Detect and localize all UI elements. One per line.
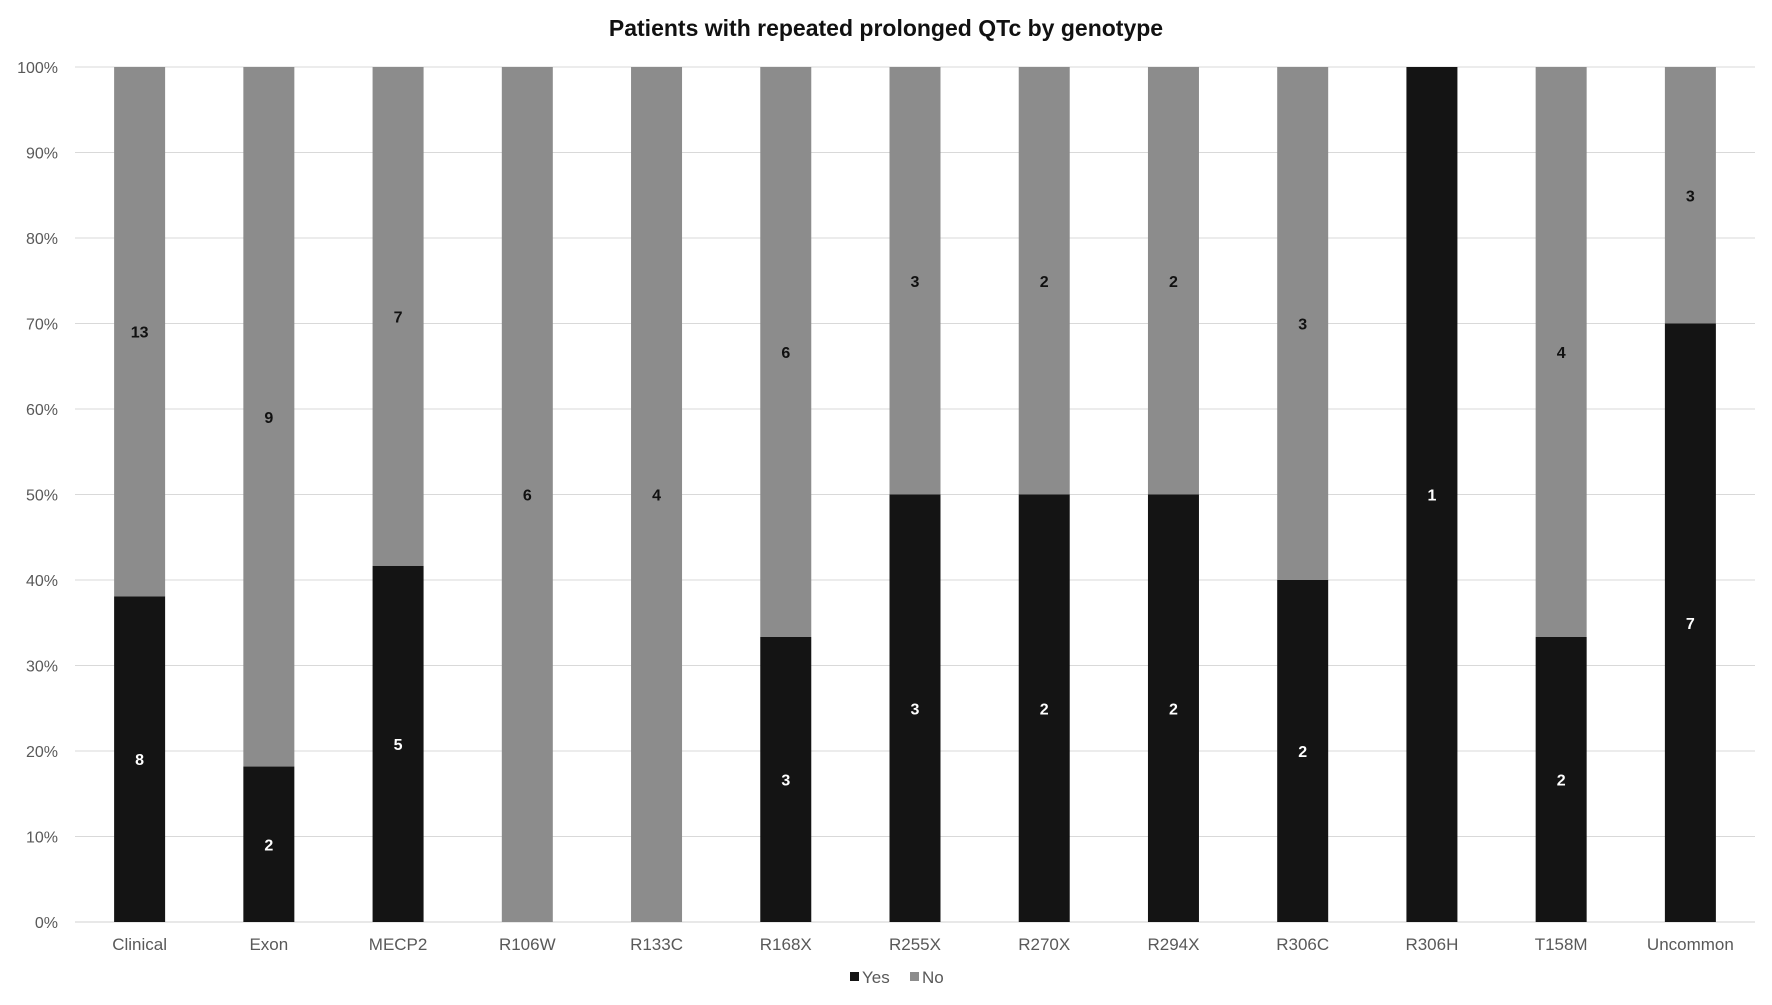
x-tick-label: R270X [1018, 935, 1070, 954]
bar-no [372, 67, 424, 566]
bar-yes [1535, 637, 1587, 922]
data-label: 5 [394, 737, 403, 754]
y-tick-label: 80% [26, 231, 58, 248]
bar-yes [1664, 323, 1716, 922]
legend-label: No [922, 968, 944, 987]
legend-swatch [850, 972, 859, 981]
bar-no [631, 67, 683, 922]
x-tick-label: R255X [889, 935, 941, 954]
x-tick-label: R133C [630, 935, 683, 954]
bar-no [760, 67, 812, 637]
bar-yes [1147, 494, 1199, 922]
y-tick-label: 60% [26, 402, 58, 419]
data-label: 2 [1040, 274, 1049, 291]
y-tick-label: 50% [26, 488, 58, 505]
data-label: 13 [131, 325, 149, 342]
data-label: 6 [523, 488, 532, 505]
bar-no [1018, 67, 1070, 495]
data-label: 3 [911, 701, 920, 718]
x-tick-label: T158M [1535, 935, 1588, 954]
data-label: 1 [1427, 488, 1436, 505]
data-label: 8 [135, 752, 144, 769]
x-tick-label: R306C [1276, 935, 1329, 954]
data-label: 2 [1298, 744, 1307, 761]
bar-no [889, 67, 941, 495]
data-label: 2 [1169, 701, 1178, 718]
data-label: 2 [264, 837, 273, 854]
bar-no [1535, 67, 1587, 637]
bar-no [1277, 67, 1329, 580]
legend-label: Yes [862, 968, 890, 987]
bar-no [243, 67, 295, 767]
y-tick-label: 100% [17, 60, 58, 77]
legend-swatch [910, 972, 919, 981]
data-label: 3 [911, 274, 920, 291]
bar-yes [243, 766, 295, 922]
data-label: 7 [394, 309, 403, 326]
x-tick-label: Clinical [112, 935, 167, 954]
y-tick-label: 70% [26, 317, 58, 334]
bar-no [1664, 67, 1716, 324]
bar-yes [1406, 67, 1458, 922]
y-tick-label: 40% [26, 573, 58, 590]
bar-yes [889, 494, 941, 922]
x-tick-label: Uncommon [1647, 935, 1734, 954]
data-label: 4 [1557, 345, 1566, 362]
x-axis-category-labels: Clinical Exon MECP2 R106W R133C R168X R255X R27… [112, 935, 1734, 954]
y-tick-label: 10% [26, 830, 58, 847]
data-label: 2 [1557, 773, 1566, 790]
x-tick-label: R306H [1405, 935, 1458, 954]
data-labels: 8 13 2 9 5 7 6 4 3 6 3 3 2 2 2 2 2 3 1 2 4 7 3 [131, 188, 1695, 854]
data-label: 2 [1169, 274, 1178, 291]
y-tick-label: 0% [35, 915, 58, 932]
bar-yes [372, 565, 424, 922]
data-label: 4 [652, 488, 661, 505]
bar-no [114, 67, 166, 597]
bars [114, 67, 1716, 922]
legend: Yes No [850, 968, 944, 987]
data-label: 6 [781, 345, 790, 362]
bar-yes [1018, 494, 1070, 922]
data-label: 9 [264, 410, 273, 427]
bar-no [501, 67, 553, 922]
bar-yes [1277, 580, 1329, 922]
data-label: 7 [1686, 616, 1695, 633]
x-tick-label: Exon [249, 935, 288, 954]
chart-title: Patients with repeated prolonged QTc by … [609, 15, 1163, 41]
x-tick-label: R294X [1147, 935, 1199, 954]
x-tick-label: R168X [760, 935, 812, 954]
y-axis-tick-labels: 0% 10% 20% 30% 40% 50% 60% 70% 80% 90% 100% [17, 60, 58, 932]
data-label: 2 [1040, 701, 1049, 718]
bar-yes [760, 637, 812, 922]
bar-yes [114, 596, 166, 922]
bar-no [1147, 67, 1199, 495]
data-label: 3 [1686, 188, 1695, 205]
data-label: 3 [1298, 317, 1307, 334]
y-tick-label: 90% [26, 146, 58, 163]
x-tick-label: R106W [499, 935, 556, 954]
y-tick-label: 30% [26, 659, 58, 676]
data-label: 3 [781, 773, 790, 790]
x-tick-label: MECP2 [369, 935, 428, 954]
y-tick-label: 20% [26, 744, 58, 761]
